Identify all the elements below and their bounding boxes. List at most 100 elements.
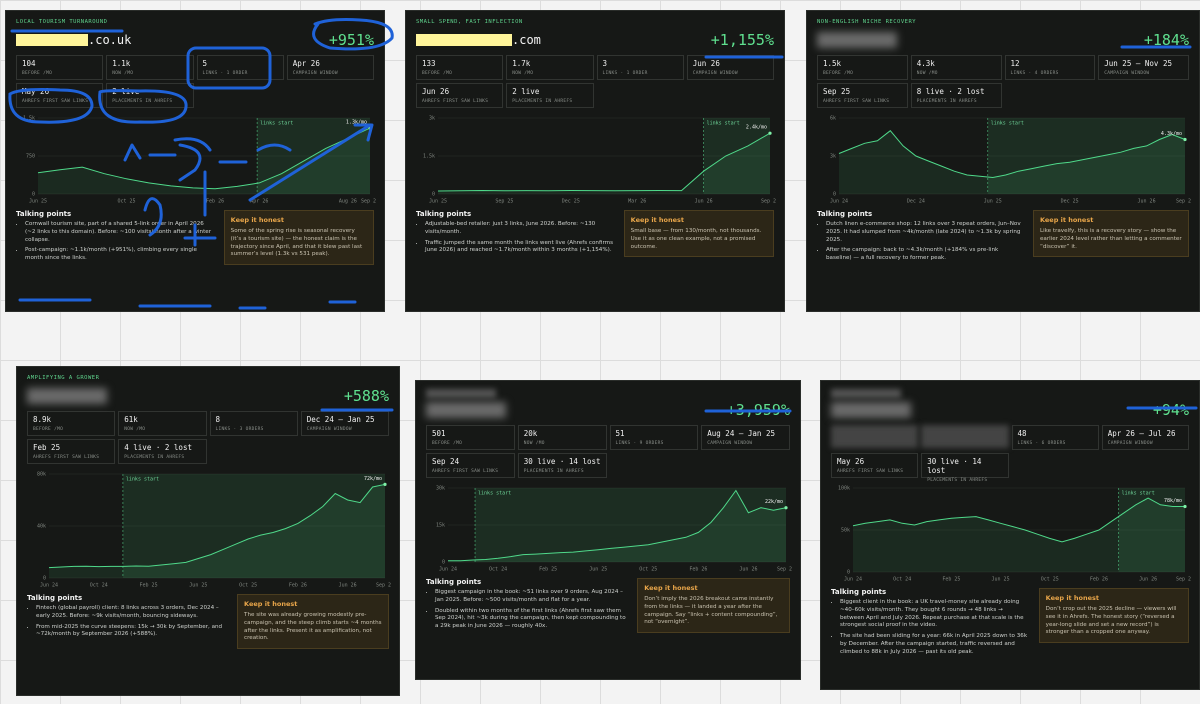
y-tick-label: 0 — [833, 192, 836, 198]
x-tick-label: Mar 26 — [628, 199, 646, 205]
domain: .com — [416, 33, 541, 47]
stat-value: 1.7k — [512, 59, 531, 68]
stat-value: 1.1k — [112, 59, 131, 68]
x-tick-label: Jun 25 — [992, 577, 1010, 583]
domain — [817, 32, 897, 48]
y-tick-label: 30k — [436, 486, 445, 492]
keep-it-honest: Keep it honest Don’t crop out the 2025 de… — [1038, 588, 1189, 644]
stat-label: LINKS · 1 ORDER — [602, 71, 648, 76]
stat-value: 2 live — [112, 87, 140, 96]
stat-label: NOW /MO — [124, 427, 146, 432]
y-tick-label: 3k — [830, 154, 836, 160]
stats-row: May 26 AHREFS FIRST SAW LINKS 30 live · 14… — [831, 453, 1189, 483]
honest-title: Keep it honest — [244, 600, 298, 608]
stat-value: 8 — [215, 415, 221, 424]
stat-label: LINKS · 9 ORDERS — [615, 441, 664, 446]
x-tick-label: Oct 25 — [118, 199, 136, 205]
stat: Sep 24 AHREFS FIRST SAW LINKS — [426, 453, 515, 478]
notes: Talking points Biggest campaign in the bo… — [426, 578, 790, 671]
stat-value: 61k — [124, 415, 138, 424]
x-tick-label: Sep 26 — [1176, 199, 1191, 205]
y-tick-label: 0 — [847, 570, 850, 576]
keep-it-honest: Keep it honest Some of the spring rise is… — [223, 210, 374, 266]
honest-title: Keep it honest — [1045, 594, 1100, 602]
case-card: NON-ENGLISH NICHE RECOVERY +184% 1.5k BEFOR… — [806, 10, 1200, 312]
stat: Feb 25 AHREFS FIRST SAW LINKS — [27, 439, 116, 464]
stat: 4 live · 2 lost PLACEMENTS IN AHREFS — [118, 439, 207, 464]
stat-value: May 26 — [22, 87, 50, 96]
links-start-label: links start — [1122, 491, 1155, 497]
talking-points: Talking points Dutch linen e-commerce sho… — [817, 210, 1023, 303]
stat-label: CAMPAIGN WINDOW — [1107, 441, 1153, 446]
stat-label: AHREFS FIRST SAW LINKS — [33, 455, 100, 460]
talking-points: Talking points Adjustable-bed retailer: j… — [416, 210, 614, 303]
stats-row: 8.9k BEFORE /MO 61k NOW /MO 8 LINKS · 3 ORDER… — [27, 411, 389, 436]
stat-value: Apr 26 – Jul 26 — [1107, 429, 1176, 438]
domain-suffix: .co.uk — [88, 33, 132, 47]
end-label: 1.3k/mo — [346, 120, 367, 126]
stat-value: 4.3k — [916, 59, 935, 68]
redaction — [416, 34, 512, 46]
case-card: +94% 48 LINKS · 6 ORDERS Apr 26 – Jul 26 CAM… — [820, 380, 1200, 690]
domain — [831, 402, 911, 418]
point: From mid-2025 the curve steepens: 15k → … — [36, 624, 227, 640]
traffic-chart: 0 3k 6k Jun 24 Dec 24 Jun 25 Dec 25 Jun 26 Sep 2… — [830, 116, 1191, 205]
stat-value: Sep 24 — [432, 457, 460, 466]
title-row: .co.uk +951% — [16, 28, 374, 52]
stat-value: 51 — [615, 429, 625, 438]
x-tick-label: Sep 26 — [361, 199, 376, 205]
x-tick-label: Jun 26 — [739, 567, 757, 573]
growth: +184% — [1143, 31, 1189, 49]
honest-text: Don’t imply the 2026 breakout came insta… — [644, 596, 778, 626]
stat: 51 LINKS · 9 ORDERS — [609, 425, 699, 450]
x-tick-label: Feb 26 — [689, 567, 707, 573]
stat-label: BEFORE /MO — [432, 441, 463, 446]
y-tick-label: 6k — [830, 116, 836, 122]
blurred-stat — [921, 425, 1009, 448]
honest-title: Keep it honest — [630, 216, 685, 224]
domain — [27, 388, 107, 404]
campaign-region — [475, 488, 786, 562]
stat-label: AHREFS FIRST SAW LINKS — [422, 99, 489, 104]
links-start-label: links start — [478, 491, 511, 497]
keep-it-honest: Keep it honest The site was already growi… — [237, 594, 389, 650]
stat: Apr 26 – Jul 26 CAMPAIGN WINDOW — [1101, 425, 1189, 450]
stats-row: Jun 26 AHREFS FIRST SAW LINKS 2 live PLACEM… — [416, 83, 774, 108]
stat: 2 live PLACEMENTS IN AHREFS — [506, 83, 594, 108]
stats-row: Sep 24 AHREFS FIRST SAW LINKS 30 live · 14… — [426, 453, 790, 478]
stat-value: Aug 24 – Jan 25 — [707, 429, 775, 438]
point: The site had been sliding for a year: 66… — [840, 633, 1029, 656]
traffic-line — [48, 483, 386, 569]
case-card: SMALL SPEND, FAST INFLECTION .com +1,155% 1… — [405, 10, 785, 312]
stat-value: 48 — [1017, 429, 1027, 438]
x-tick-label: Sep 26 — [777, 567, 792, 573]
end-point — [383, 482, 387, 486]
stat: Aug 24 – Jan 25 CAMPAIGN WINDOW — [701, 425, 790, 450]
stat: Jun 26 CAMPAIGN WINDOW — [686, 55, 774, 80]
x-tick-label: Feb 26 — [1090, 577, 1108, 583]
y-tick-label: 0 — [442, 560, 445, 566]
traffic-line — [448, 489, 787, 562]
stat-label: NOW /MO — [512, 71, 534, 76]
campaign-region — [1118, 488, 1185, 572]
area — [49, 484, 385, 578]
stat-label: LINKS · 4 ORDERS — [1010, 71, 1059, 76]
end-point — [1183, 137, 1187, 142]
point: Dutch linen e-commerce shop: 12 links ov… — [826, 221, 1023, 244]
stat: 2 live PLACEMENTS IN AHREFS — [106, 83, 194, 108]
y-tick-label: 0 — [432, 192, 435, 198]
stat-label: AHREFS FIRST SAW LINKS — [837, 469, 904, 474]
stats-row: 501 BEFORE /MO 20k NOW /MO 51 LINKS · 9 ORDER… — [426, 425, 790, 450]
blurred-stat — [831, 425, 919, 448]
point: After the campaign: back to ~4.3k/month … — [826, 247, 1023, 263]
blurred-kicker — [426, 389, 496, 398]
keep-it-honest: Keep it honest Don’t imply the 2026 break… — [637, 578, 790, 634]
stat-value: Jun 26 — [692, 59, 720, 68]
y-tick-label: 750 — [26, 154, 35, 160]
x-tick-label: Jun 25 — [29, 199, 47, 205]
campaign-region — [122, 474, 386, 578]
stats-row: 133 BEFORE /MO 1.7k NOW /MO 3 LINKS · 1 ORDER… — [416, 55, 774, 80]
x-tick-label: Dec 25 — [562, 199, 580, 205]
stat: 20k NOW /MO — [517, 425, 607, 450]
